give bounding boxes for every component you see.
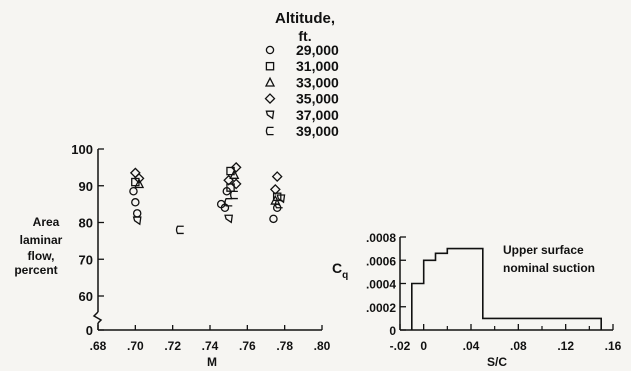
legend-entry: 35,000 bbox=[264, 91, 339, 107]
legend-entry: 39,000 bbox=[265, 123, 339, 139]
data-point-diamond bbox=[223, 174, 235, 186]
left-y-tick-label: 60 bbox=[79, 289, 93, 304]
left-y-tick-label: 100 bbox=[71, 142, 93, 157]
legend-label: 35,000 bbox=[296, 91, 339, 107]
annotation-line1: Upper surface bbox=[503, 243, 584, 257]
legend-label: 39,000 bbox=[296, 123, 339, 139]
legend-label: 33,000 bbox=[296, 74, 339, 90]
right-x-tick-label: -.02 bbox=[390, 339, 411, 353]
legend-title-line2: ft. bbox=[298, 28, 311, 44]
data-point-diamond bbox=[230, 161, 242, 173]
legend-marker-half-flag-up bbox=[265, 126, 274, 136]
data-point-half-flag-down bbox=[276, 194, 286, 204]
legend-marker-circle bbox=[265, 45, 275, 55]
data-point-half-flag-up bbox=[175, 225, 184, 235]
right-y-tick-label: .0002 bbox=[366, 301, 396, 315]
left-x-tick-label: .80 bbox=[314, 339, 331, 353]
left-y-tick-label: 70 bbox=[79, 252, 93, 267]
left-x-tick-label: .74 bbox=[202, 339, 219, 353]
legend-marker-half-flag-down bbox=[265, 110, 275, 120]
data-point-circle bbox=[269, 214, 278, 224]
data-point-half-flag-up bbox=[224, 198, 233, 207]
data-point-diamond bbox=[269, 184, 281, 195]
right-ylabel: Cq bbox=[332, 260, 348, 281]
legend-title-line1: Altitude, bbox=[275, 10, 335, 27]
right-x-tick-label: .16 bbox=[605, 339, 622, 353]
right-x-tick-label: .08 bbox=[510, 339, 527, 353]
legend-entry: 29,000 bbox=[265, 42, 339, 58]
data-point-diamond bbox=[271, 171, 283, 182]
left-ylabel-line4: percent bbox=[14, 263, 57, 277]
data-point-triangle bbox=[229, 169, 240, 179]
right-x-tick-label: .04 bbox=[463, 339, 480, 353]
left-x-tick-label: .76 bbox=[239, 339, 256, 353]
left-y-axis-break bbox=[92, 311, 103, 324]
right-y-tick-label: .0004 bbox=[366, 278, 396, 292]
data-point-circle bbox=[131, 198, 140, 207]
legend-marker-square bbox=[265, 61, 275, 71]
left-x-tick-label: .68 bbox=[90, 339, 107, 353]
left-ylabel-line2: laminar bbox=[20, 233, 63, 247]
left-y-tick-label: 80 bbox=[79, 216, 93, 231]
right-xlabel: S/C bbox=[487, 355, 507, 369]
right-y-tick-label: 0 bbox=[389, 324, 396, 338]
data-point-half-flag-down bbox=[132, 216, 142, 226]
legend-label: 37,000 bbox=[296, 107, 339, 123]
data-point-diamond bbox=[129, 167, 141, 179]
right-y-tick-label: .0008 bbox=[366, 231, 396, 245]
left-x-tick-label: .72 bbox=[164, 339, 181, 353]
left-y-tick-label: 0 bbox=[86, 323, 93, 338]
right-x-tick-label: 0 bbox=[420, 339, 427, 353]
left-x-tick-label: .78 bbox=[276, 339, 293, 353]
legend-entry: 33,000 bbox=[264, 74, 339, 90]
legend-entry: 37,000 bbox=[265, 107, 339, 123]
legend-marker-diamond bbox=[264, 93, 276, 105]
data-point-half-flag-down bbox=[224, 214, 234, 224]
data-point-circle bbox=[222, 187, 232, 196]
legend-label: 29,000 bbox=[296, 42, 339, 58]
legend-label: 31,000 bbox=[296, 58, 339, 74]
right-x-tick-label: .12 bbox=[557, 339, 574, 353]
left-ylabel-line1: Area bbox=[33, 215, 60, 229]
right-y-tick-label: .0006 bbox=[366, 254, 396, 268]
laminar-flow-chart: 0 60 70 80 90 100 .68 .70 .72 .74 .76 .78 .80 Area l… bbox=[14, 142, 330, 369]
data-point-circle bbox=[129, 187, 138, 196]
left-x-tick-label: .70 bbox=[127, 339, 144, 353]
left-ylabel-line3: flow, bbox=[28, 249, 55, 263]
left-xlabel: M bbox=[207, 355, 217, 369]
data-point-half-flag-up bbox=[274, 199, 283, 209]
data-point-diamond bbox=[230, 178, 242, 190]
suction-distribution-chart: 0.0002.0004.0006.0008-.02 0.04.08.12.16 C… bbox=[332, 231, 622, 369]
legend-entry: 31,000 bbox=[265, 58, 339, 74]
legend: Altitude, ft. 29,00031,00033,00035,00037… bbox=[264, 10, 339, 139]
data-point-circle bbox=[132, 209, 142, 218]
data-point-triangle bbox=[134, 178, 145, 189]
annotation-line2: nominal suction bbox=[503, 261, 595, 275]
data-point-half-flag-up bbox=[230, 190, 238, 200]
suction-step-line bbox=[411, 247, 602, 330]
legend-marker-triangle bbox=[264, 76, 276, 87]
left-y-tick-label: 90 bbox=[79, 179, 93, 194]
